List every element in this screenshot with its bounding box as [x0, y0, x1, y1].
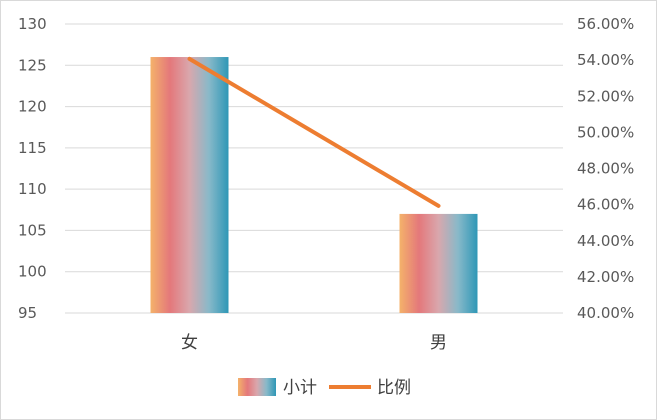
left-axis-ticks: 95 100 105 110 115 120 125 130 — [18, 15, 47, 322]
bar-1 — [399, 213, 478, 313]
left-tick-label: 125 — [18, 56, 47, 74]
right-tick-label: 44.00% — [577, 232, 634, 250]
legend-label-line: 比例 — [377, 378, 411, 398]
category-labels: 女男 — [181, 333, 447, 353]
right-tick-label: 42.00% — [577, 268, 634, 286]
category-label: 女 — [181, 333, 198, 353]
left-tick-label: 105 — [18, 221, 47, 239]
right-tick-label: 46.00% — [577, 196, 634, 214]
bar-0 — [150, 57, 229, 314]
right-tick-label: 48.00% — [577, 160, 634, 178]
bar-series — [150, 57, 478, 314]
line-series — [187, 56, 441, 208]
category-label: 男 — [430, 333, 447, 353]
left-tick-label: 120 — [18, 98, 47, 116]
left-tick-label: 130 — [18, 15, 47, 33]
right-tick-label: 40.00% — [577, 304, 634, 322]
right-tick-label: 50.00% — [577, 123, 634, 141]
legend: 小计 比例 — [238, 378, 411, 398]
left-tick-label: 115 — [18, 139, 47, 157]
legend-label-bar: 小计 — [283, 378, 317, 398]
left-tick-label: 110 — [18, 180, 47, 198]
right-tick-label: 56.00% — [577, 15, 634, 33]
left-tick-label: 95 — [18, 304, 37, 322]
right-axis-ticks: 40.00% 42.00% 44.00% 46.00% 48.00% 50.00% 52.0… — [577, 15, 634, 322]
gridlines — [65, 23, 563, 314]
right-tick-label: 52.00% — [577, 87, 634, 105]
line-ratio — [187, 56, 441, 208]
right-tick-label: 54.00% — [577, 51, 634, 69]
legend-bar-swatch — [238, 378, 276, 396]
left-tick-label: 100 — [18, 263, 47, 281]
